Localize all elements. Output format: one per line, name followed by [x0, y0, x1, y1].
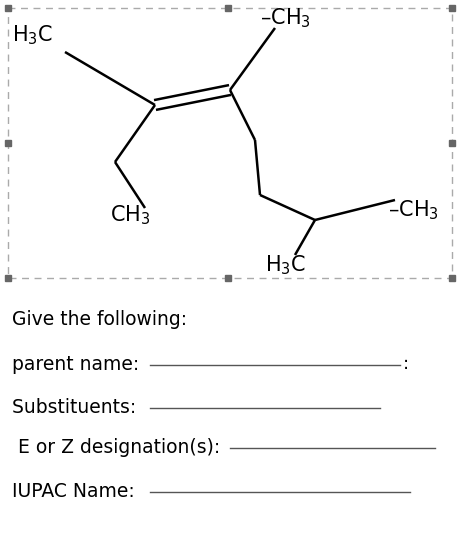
Text: :: : — [403, 355, 409, 373]
Text: H$_3$C: H$_3$C — [265, 253, 306, 277]
Text: parent name:: parent name: — [12, 355, 145, 374]
Text: Substituents:: Substituents: — [12, 398, 142, 417]
Text: CH$_3$: CH$_3$ — [110, 203, 150, 227]
Bar — [8, 8, 452, 278]
Text: –CH$_3$: –CH$_3$ — [260, 6, 311, 30]
Text: Give the following:: Give the following: — [12, 310, 187, 329]
Text: –CH$_3$: –CH$_3$ — [388, 198, 439, 222]
Text: IUPAC Name:: IUPAC Name: — [12, 482, 141, 501]
Text: H$_3$C: H$_3$C — [12, 23, 53, 47]
Text: E or Z designation(s):: E or Z designation(s): — [12, 438, 226, 457]
